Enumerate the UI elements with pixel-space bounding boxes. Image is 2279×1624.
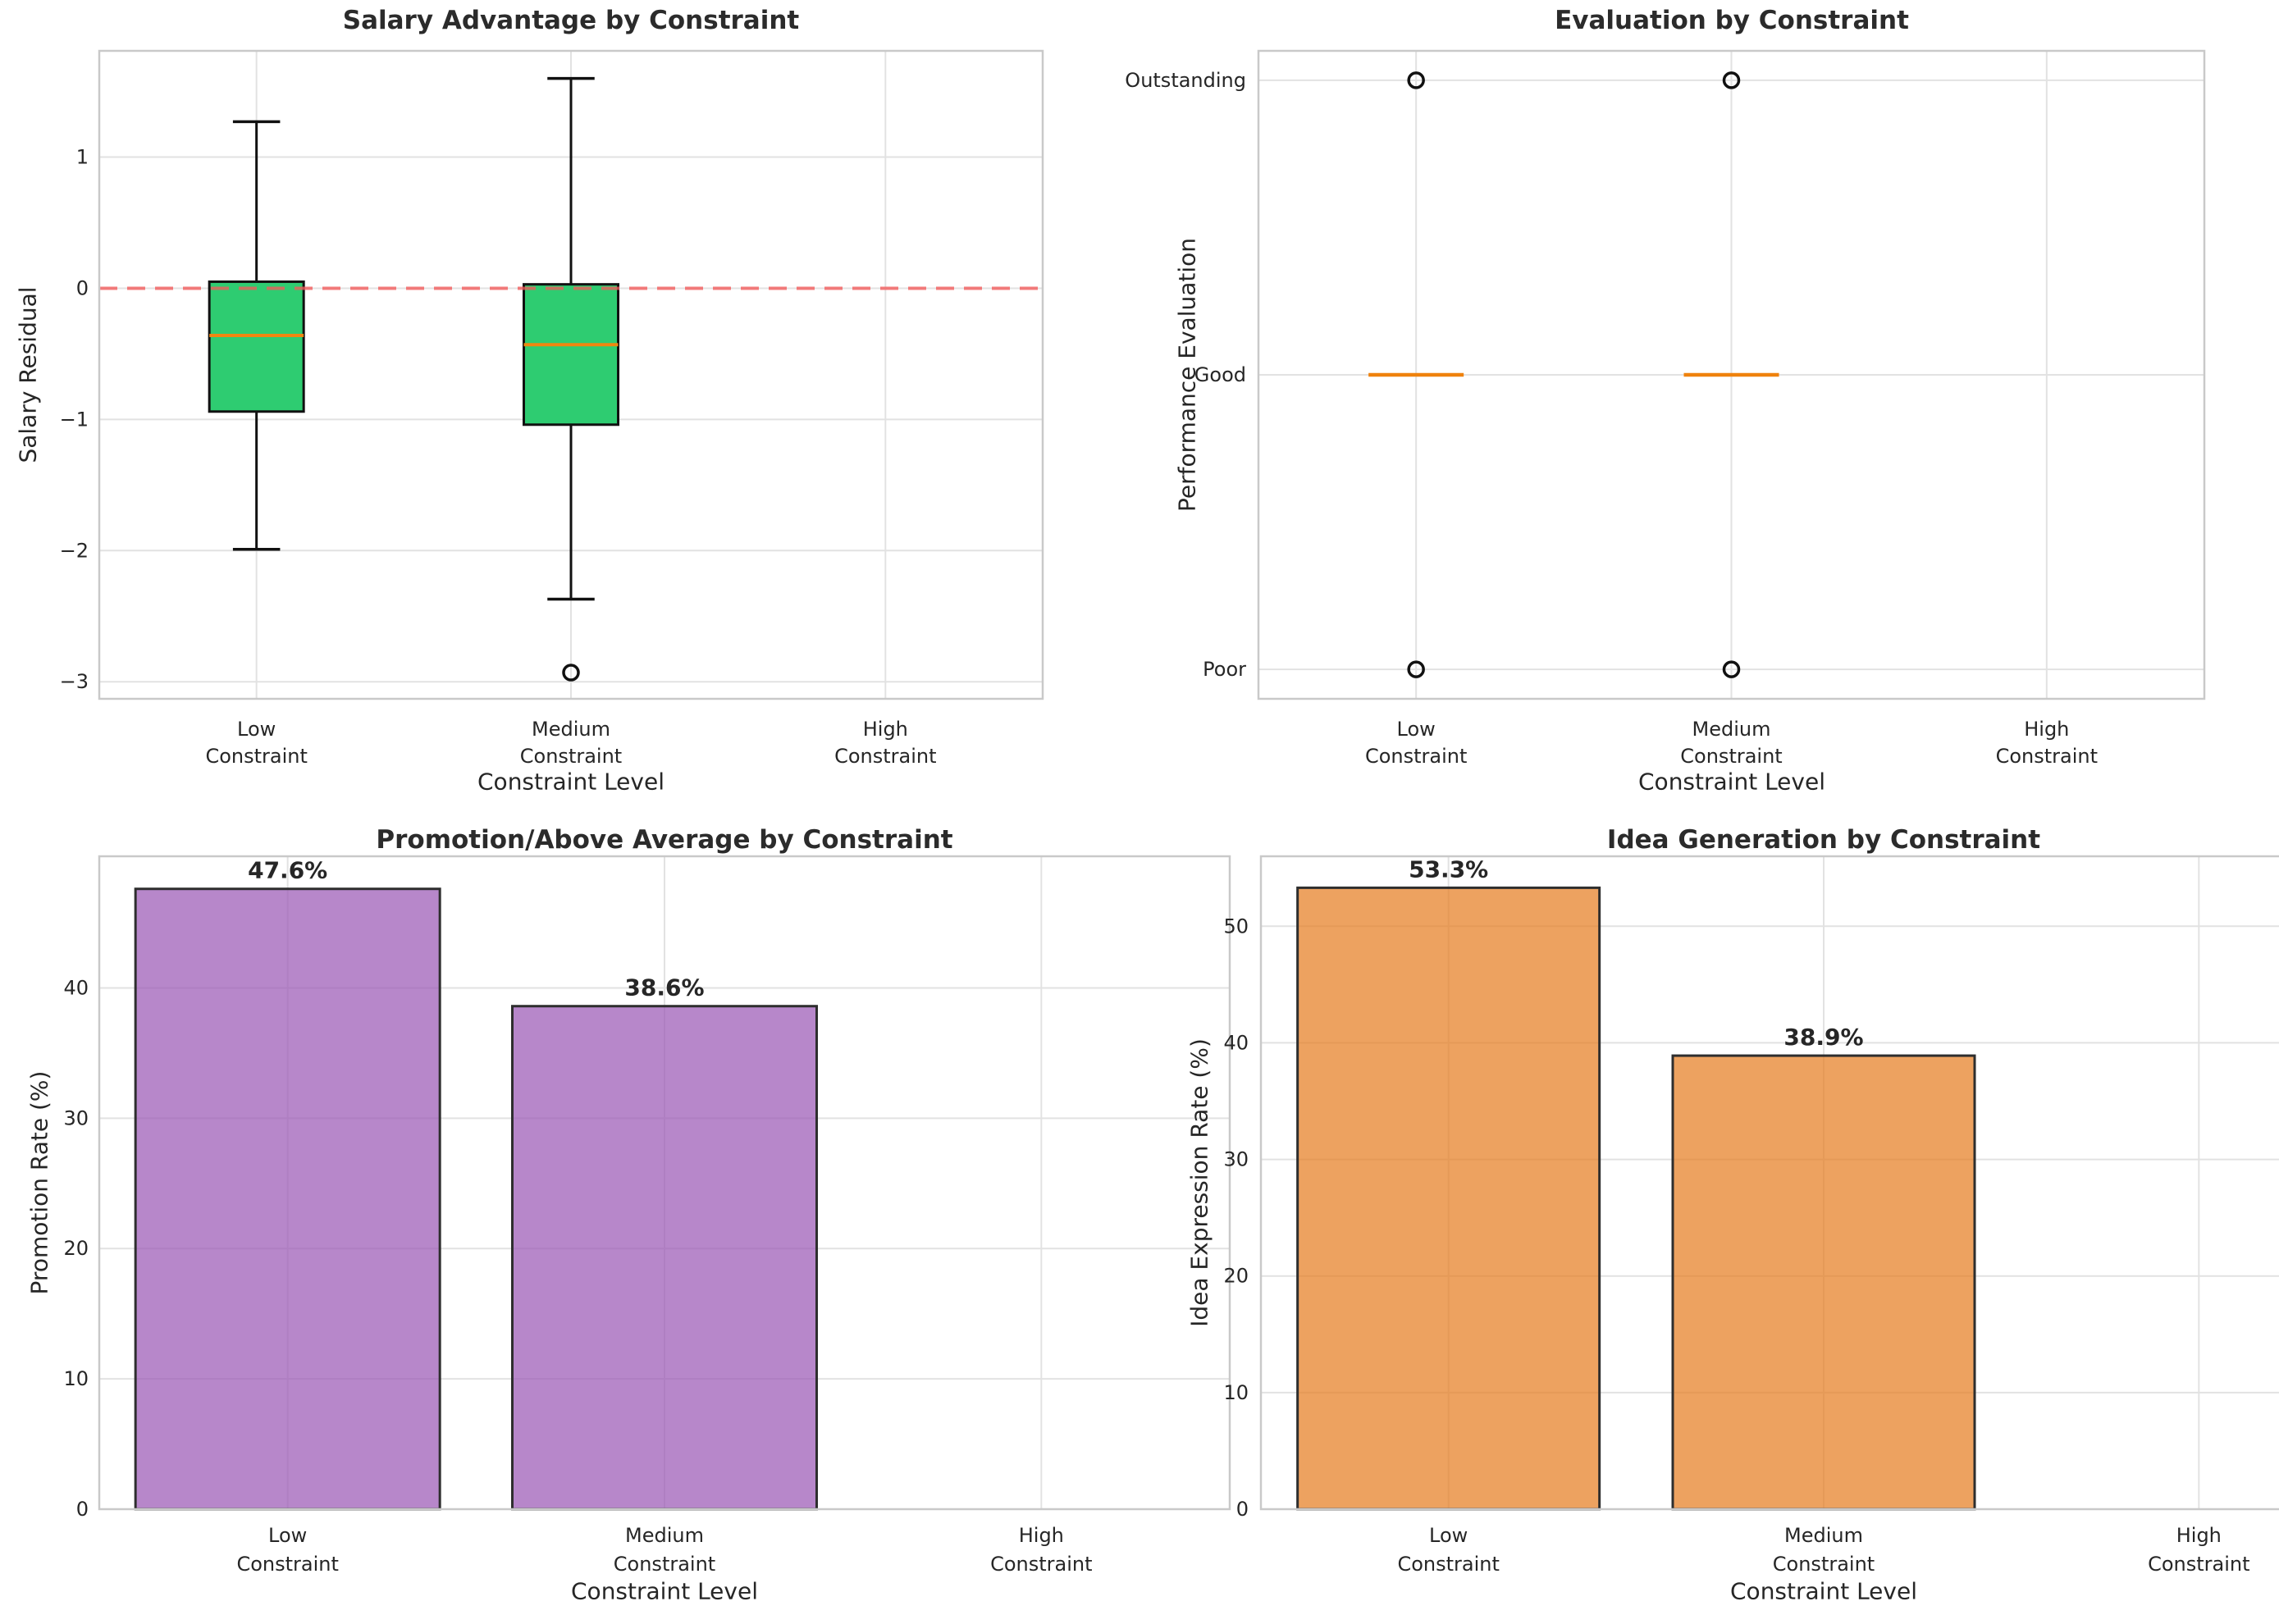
promotion-bar-label-1: 38.6% — [624, 974, 704, 1001]
promotion-xtick-label: Low — [268, 1524, 307, 1547]
chart-title-evaluation: Evaluation by Constraint — [1555, 6, 1909, 35]
evaluation-xtick-label: Low — [1397, 718, 1436, 741]
promotion-ytick-label: 40 — [63, 976, 89, 999]
evaluation-xtick-label: Constraint — [1680, 745, 1782, 768]
evaluation-outlier — [1722, 71, 1741, 89]
evaluation-xtick-label: Constraint — [1996, 745, 2098, 768]
idea-bar-1 — [1671, 1054, 1976, 1511]
salary-xtick-label: High — [863, 718, 908, 741]
idea-bar-0 — [1296, 886, 1601, 1511]
idea-spines — [1259, 855, 2279, 1511]
idea-ytick-label: 20 — [1223, 1265, 1249, 1288]
salary-xtick-label: Constraint — [520, 745, 622, 768]
idea-bar-label-1: 38.9% — [1783, 1024, 1863, 1051]
evaluation-xtick-label: High — [2024, 718, 2069, 741]
salary-xtick-label: Low — [237, 718, 276, 741]
promotion-ytick-label: 30 — [63, 1106, 89, 1129]
idea-xtick-label: Constraint — [1773, 1553, 1875, 1576]
salary-ytick-label: 1 — [76, 146, 89, 169]
chart-title-promotion: Promotion/Above Average by Constraint — [376, 825, 953, 855]
idea-xtick-label: Low — [1429, 1524, 1468, 1547]
promotion-xtick-label: Constraint — [236, 1553, 338, 1576]
evaluation-ytick-label: Poor — [1203, 658, 1246, 681]
salary-xtick-label: Constraint — [834, 745, 936, 768]
idea-xtick-label: Constraint — [2148, 1553, 2249, 1576]
evaluation-ytick-label: Good — [1194, 363, 1246, 386]
chart-title-idea: Idea Generation by Constraint — [1606, 825, 2041, 855]
idea-xtick-label: Medium — [1784, 1524, 1863, 1547]
promotion-ytick-label: 20 — [63, 1237, 89, 1260]
idea-bar-label-0: 53.3% — [1409, 855, 1488, 883]
promotion-xtick-label: Constraint — [990, 1553, 1092, 1576]
salary-box-1 — [523, 283, 619, 427]
idea-xtick-label: High — [2176, 1524, 2222, 1547]
evaluation-xtick-label: Constraint — [1365, 745, 1467, 768]
promotion-xtick-label: Medium — [625, 1524, 704, 1547]
promotion-xlabel: Constraint Level — [571, 1577, 758, 1605]
salary-ylabel: Salary Residual — [14, 286, 42, 463]
chart-title-salary: Salary Advantage by Constraint — [342, 6, 800, 35]
promotion-xtick-label: High — [1019, 1524, 1064, 1547]
evaluation-outlier — [1722, 660, 1741, 678]
promotion-spines — [98, 855, 1231, 1511]
evaluation-ylabel: Performance Evaluation — [1173, 237, 1201, 513]
promotion-bar-1 — [511, 1005, 818, 1511]
salary-spines — [98, 49, 1044, 700]
idea-xtick-label: Constraint — [1397, 1553, 1499, 1576]
salary-xlabel: Constraint Level — [477, 768, 665, 796]
salary-outlier — [562, 664, 580, 682]
salary-xtick-label: Constraint — [205, 745, 307, 768]
evaluation-spines — [1257, 49, 2206, 700]
idea-ylabel: Idea Expression Rate (%) — [1185, 1038, 1213, 1327]
evaluation-outlier — [1407, 71, 1425, 89]
promotion-ylabel: Promotion Rate (%) — [25, 1070, 53, 1295]
idea-ytick-label: 10 — [1223, 1381, 1249, 1404]
promotion-xtick-label: Constraint — [614, 1553, 715, 1576]
salary-xtick-label: Medium — [532, 718, 610, 741]
idea-ytick-label: 40 — [1223, 1031, 1249, 1054]
idea-xlabel: Constraint Level — [1730, 1577, 1917, 1605]
promotion-ytick-label: 0 — [76, 1498, 89, 1521]
promotion-bar-0 — [134, 887, 441, 1511]
salary-ytick-label: −3 — [60, 670, 89, 693]
evaluation-xtick-label: Medium — [1692, 718, 1771, 741]
idea-ytick-label: 30 — [1223, 1148, 1249, 1171]
idea-ytick-label: 50 — [1223, 915, 1249, 937]
salary-ytick-label: 0 — [76, 276, 89, 299]
salary-ytick-label: −2 — [60, 539, 89, 562]
promotion-bar-label-0: 47.6% — [248, 857, 327, 884]
promotion-ytick-label: 10 — [63, 1367, 89, 1390]
evaluation-outlier — [1407, 660, 1425, 678]
evaluation-xlabel: Constraint Level — [1638, 768, 1825, 796]
salary-box-0 — [208, 280, 305, 413]
idea-ytick-label: 0 — [1236, 1498, 1249, 1521]
salary-ytick-label: −1 — [60, 408, 89, 431]
evaluation-ytick-label: Outstanding — [1125, 69, 1246, 92]
